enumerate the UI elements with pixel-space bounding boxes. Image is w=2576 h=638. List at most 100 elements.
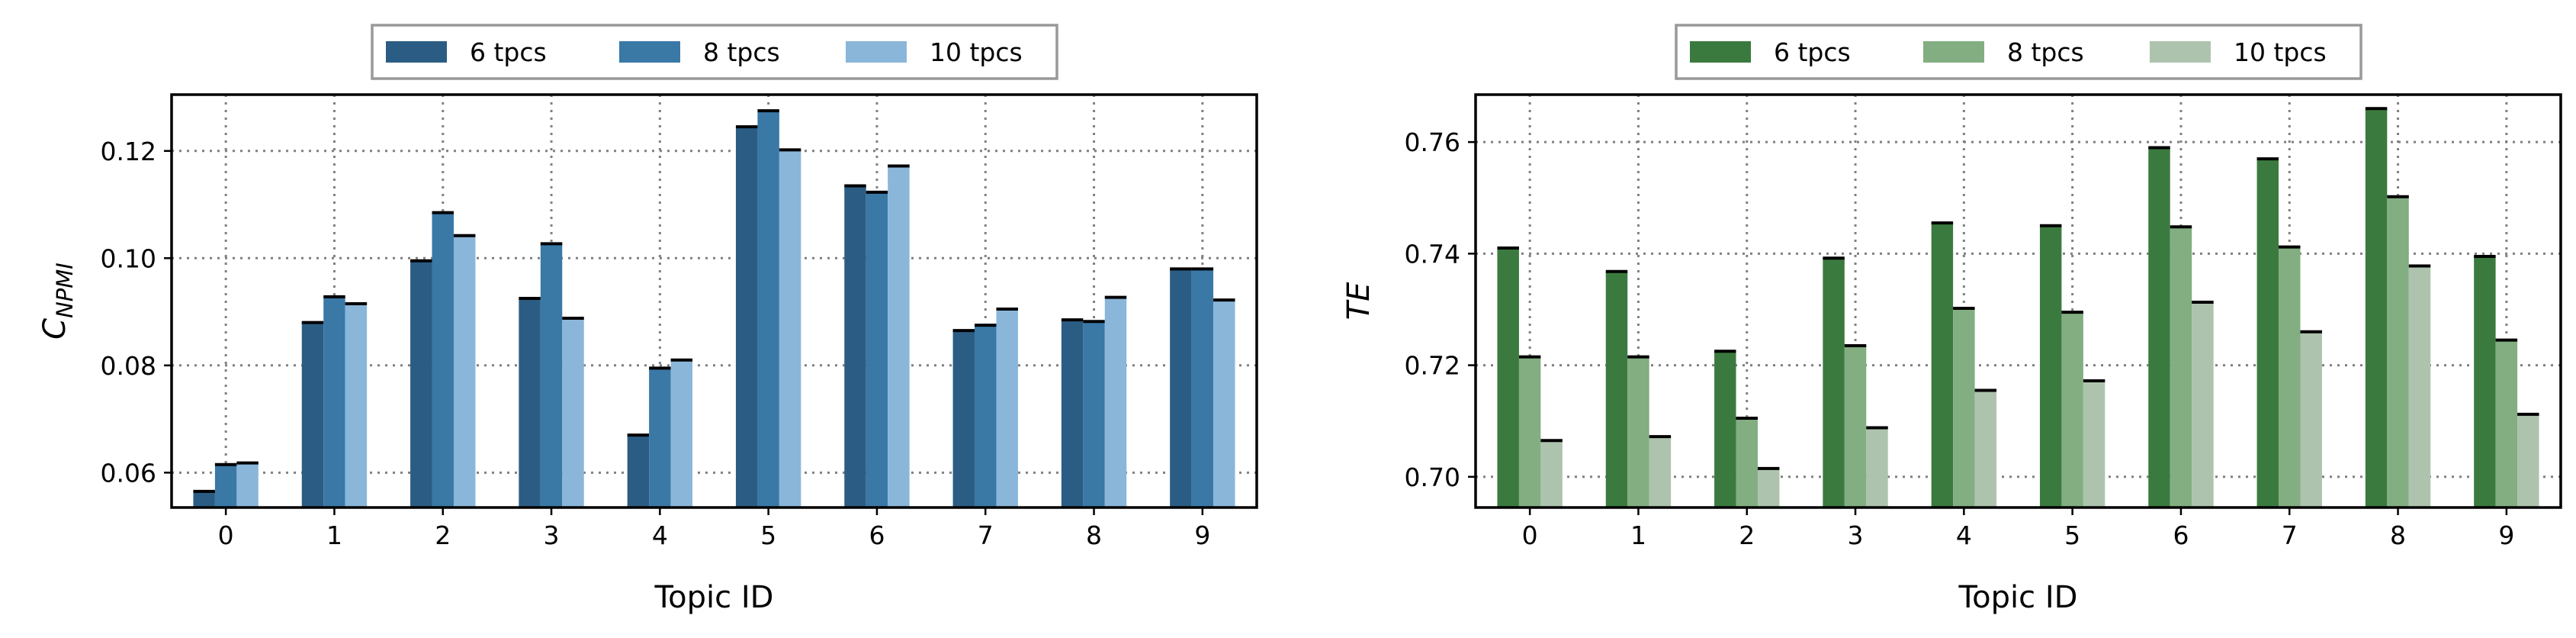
bar xyxy=(1605,271,1628,508)
x-tick-label: 2 xyxy=(435,520,451,550)
legend-swatch xyxy=(1690,41,1751,63)
bar xyxy=(1497,248,1519,508)
bar xyxy=(1649,437,1672,508)
x-tick-label: 9 xyxy=(1194,520,1210,550)
y-axis-label: CNPMI xyxy=(37,263,78,340)
bar xyxy=(649,368,671,508)
x-tick-label: 3 xyxy=(544,520,560,550)
plot-frame xyxy=(1474,93,2562,509)
x-tick-label: 2 xyxy=(1739,520,1755,550)
bar xyxy=(1866,427,1888,508)
legend-swatch xyxy=(619,41,680,63)
bar xyxy=(2365,108,2388,508)
x-tick-label: 8 xyxy=(2390,520,2406,550)
bar xyxy=(301,322,324,508)
bar xyxy=(345,304,368,508)
bar xyxy=(1844,345,1867,508)
bar xyxy=(670,359,693,508)
bar xyxy=(214,464,237,508)
bar xyxy=(1627,356,1649,508)
bar xyxy=(2387,196,2409,508)
bar xyxy=(453,235,476,508)
bar xyxy=(1061,320,1084,508)
bar xyxy=(1823,258,1845,508)
y-axis-label-main: C xyxy=(37,318,72,340)
legend-box xyxy=(1675,24,2362,80)
legend: 6 tpcs 8 tpcs 10 tpcs xyxy=(1675,24,2362,80)
x-tick-label: 6 xyxy=(2173,520,2189,550)
x-tick-label: 4 xyxy=(1956,520,1972,550)
x-tick-label: 1 xyxy=(326,520,342,550)
y-tick-label: 0.72 xyxy=(1405,351,1460,381)
bar xyxy=(2256,159,2279,508)
bar xyxy=(236,462,259,508)
bar xyxy=(975,325,997,508)
x-tick-label: 3 xyxy=(1848,520,1864,550)
bar xyxy=(1083,321,1105,508)
bar xyxy=(432,212,454,508)
bar xyxy=(540,243,563,508)
legend-label: 10 tpcs xyxy=(2234,37,2327,67)
legend-label: 8 tpcs xyxy=(703,37,780,67)
y-axis-label: TE xyxy=(1341,282,1376,320)
bar xyxy=(410,260,432,508)
x-tick-label: 6 xyxy=(869,520,885,550)
bar xyxy=(1714,351,1736,508)
bar xyxy=(2300,331,2322,508)
x-tick-label: 5 xyxy=(2064,520,2080,550)
bar xyxy=(1213,300,1235,508)
y-tick-label: 0.76 xyxy=(1405,127,1460,157)
bar xyxy=(1931,223,1954,508)
bar xyxy=(1974,390,1997,508)
legend-swatch xyxy=(2150,41,2211,63)
x-tick-label: 5 xyxy=(760,520,776,550)
x-tick-label: 0 xyxy=(1522,520,1538,550)
bar xyxy=(2148,147,2170,508)
y-tick-label: 0.12 xyxy=(101,137,156,166)
bar xyxy=(866,192,888,508)
bar xyxy=(735,127,758,508)
x-tick-label: 8 xyxy=(1086,520,1102,550)
bar xyxy=(2495,340,2518,508)
bar xyxy=(1191,269,1214,508)
legend: 6 tpcs 8 tpcs 10 tpcs xyxy=(371,24,1058,80)
bar xyxy=(562,317,584,508)
bar xyxy=(1170,269,1192,508)
bar xyxy=(1736,418,1758,508)
x-axis-label: Topic ID xyxy=(654,580,774,615)
legend-swatch xyxy=(1923,41,1984,63)
x-axis-label: Topic ID xyxy=(1958,580,2078,615)
y-axis-label-subscript: NPMI xyxy=(52,263,78,318)
bar xyxy=(2517,414,2539,508)
bar xyxy=(193,491,215,508)
y-axis-label-main: TE xyxy=(1341,282,1376,320)
bar xyxy=(2192,301,2214,508)
bar xyxy=(757,111,779,508)
bar xyxy=(1757,468,1780,508)
bar xyxy=(1540,440,1563,508)
legend-label: 8 tpcs xyxy=(2007,37,2084,67)
y-tick-label: 0.06 xyxy=(101,458,156,488)
bar xyxy=(2039,225,2062,508)
npmi-chart: 0 1 2 3 4 5 6 7 8 9 0.06 0.08 0.10 0.12 Topic ID CNPMI 6… xyxy=(37,24,1258,615)
bar xyxy=(779,150,801,508)
bar xyxy=(2061,312,2083,508)
x-tick-label: 7 xyxy=(2282,520,2298,550)
x-tick-label: 1 xyxy=(1630,520,1646,550)
legend-label: 6 tpcs xyxy=(470,37,547,67)
y-tick-label: 0.70 xyxy=(1405,462,1460,492)
bar xyxy=(2408,266,2431,508)
bar xyxy=(2170,227,2192,508)
x-tick-label: 0 xyxy=(218,520,234,550)
x-tick-label: 9 xyxy=(2498,520,2514,550)
bar xyxy=(323,296,345,508)
legend-label: 6 tpcs xyxy=(1774,37,1851,67)
bar xyxy=(844,185,866,508)
bar xyxy=(888,166,910,508)
bar xyxy=(519,298,541,508)
bar xyxy=(2083,381,2105,508)
x-tick-label: 4 xyxy=(652,520,668,550)
legend-swatch xyxy=(846,41,907,63)
bar xyxy=(2279,246,2301,508)
